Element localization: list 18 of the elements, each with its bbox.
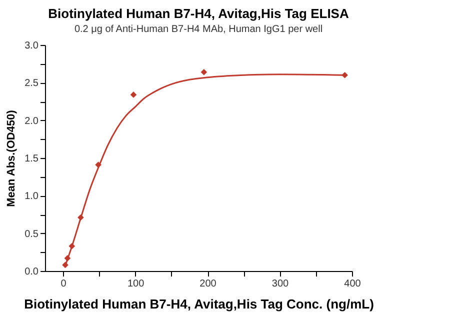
point [130,92,137,98]
y-tick-label: 1.5 [24,154,39,164]
point [200,68,208,76]
x-axis-title: Biotinylated Human B7-H4, Avitag,His Tag Conc. (ng/mL) [24,296,374,312]
chart-subtitle: 0.2 μg of Anti-Human B7-H4 MAb, Human IgG1 per well [74,24,323,35]
x-tick-label: 400 [344,278,362,290]
y-axis-title: Mean Abs.(OD450) [6,110,18,207]
y-tick-label: 2.0 [24,116,39,127]
x-tick-label: 0 [60,278,67,290]
chart-title: Biotinylated Human B7-H4, Avitag,His Tag ELISA [48,6,350,21]
y-tick-label: 0.5 [24,228,39,240]
x-tick-label: 200 [200,278,217,290]
y-tick-label: 3.0 [24,40,39,52]
x-tick-label: 300 [272,278,290,290]
y-tick-label: 1.0 [24,191,39,202]
x-tick-label: 100 [127,278,145,290]
text: 0.0 [24,266,38,278]
y-tick-label: 2.5 [24,78,39,90]
